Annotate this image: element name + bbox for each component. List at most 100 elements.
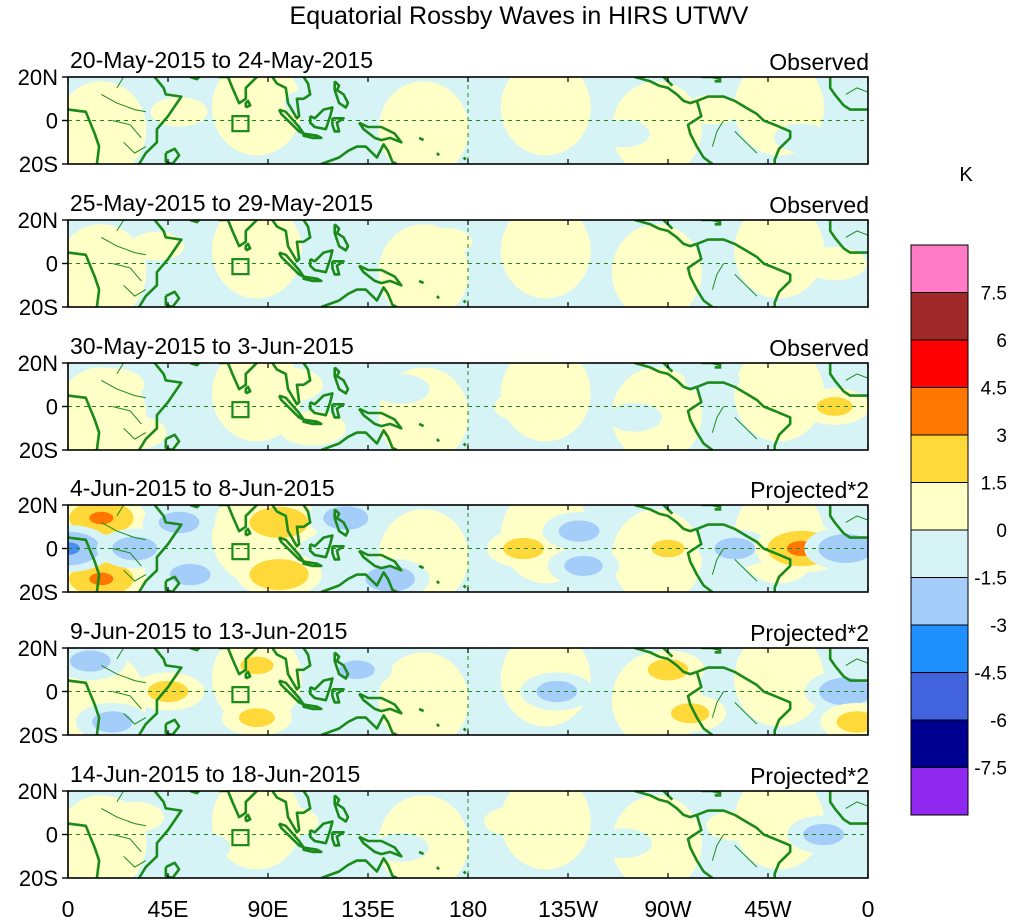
lat-label-20s: 20S [19,438,58,463]
coastline [164,290,181,307]
coastline [435,295,441,300]
anomaly-contour [249,559,309,591]
country-border [116,791,125,803]
coastline [418,279,425,285]
panel-kind-label: Projected*2 [750,477,869,503]
coastline [358,692,403,715]
colorbar-swatch [910,387,969,436]
cb-label-6: 6 [996,331,1007,352]
coastline [435,580,441,585]
coastline [244,670,252,680]
country-border [112,834,142,853]
anomaly-contour [484,806,541,837]
country-border [101,664,146,684]
coastline [68,108,101,164]
anomaly-contour [516,259,576,290]
coastline [358,835,403,858]
panel-date-range: 25-May-2015 to 29-May-2015 [70,190,373,216]
coastline [244,99,252,109]
country-border [123,141,147,154]
country-border [112,548,142,567]
coastline [331,403,345,419]
anomaly-contour [671,703,710,724]
coastline [68,822,101,878]
country-border [845,373,868,381]
anomaly-contour [647,659,689,681]
cb-label-3: 3 [996,426,1007,447]
coastline [686,386,714,450]
coastline [435,866,441,871]
coastline [358,121,403,144]
coastline [164,147,181,164]
cb-label-0: 0 [996,521,1007,542]
anomaly-contour [68,542,81,555]
coastline [277,394,305,421]
coastline [320,429,398,450]
anomaly-band [734,648,825,727]
anomaly-contour [836,711,868,733]
anomaly-contour [373,374,430,404]
country-border [711,691,725,718]
coastline [418,850,425,856]
country-border [101,379,146,399]
lat-label-20n: 20N [18,493,58,518]
colorbar-swatch [910,482,969,531]
coastline [164,718,181,735]
coastline [358,264,403,287]
coastline [308,249,334,274]
coastline [302,846,323,854]
coastlines [68,505,868,592]
coastline [164,575,181,592]
lat-label-0: 0 [46,109,58,134]
coastline [828,77,868,111]
region-box [231,543,250,561]
coastline [828,505,868,539]
lat-label-0: 0 [46,252,58,277]
lon-label-90e: 90E [248,896,289,922]
coastline [137,220,183,307]
panel-date-range: 20-May-2015 to 24-May-2015 [70,47,373,73]
coastline [137,791,183,878]
panel-kind-label: Projected*2 [750,763,869,789]
anomaly-contour [89,511,114,525]
panel-date-range: 9-Jun-2015 to 13-Jun-2015 [70,618,347,644]
country-border [116,363,125,375]
anomaly-contour [374,833,429,862]
coastline [696,381,792,450]
lat-label-0: 0 [46,537,58,562]
country-border [112,691,142,710]
coastline [68,679,101,735]
coastline [137,648,183,735]
anomaly-contour [169,563,211,586]
coastline [333,366,350,395]
region-box [231,401,250,419]
coastline [634,791,698,819]
anomaly-band [68,81,147,164]
coastline [701,648,722,652]
coastline [462,299,467,304]
anomaly-contour [147,680,189,703]
cb-label-7-5: 7.5 [981,284,1007,305]
coastline [320,143,398,164]
lon-label-360: 0 [862,896,875,922]
country-border [116,505,125,517]
coastline [308,820,334,845]
panel-kind-label: Observed [769,192,869,218]
coastlines [68,791,868,878]
anomaly-contour [564,555,603,576]
coastline [634,220,698,248]
coastline [271,791,312,834]
coastline [641,505,674,515]
coastline [696,95,792,164]
anomaly-contour [685,366,740,395]
country-border [845,87,868,95]
colorbar-swatch [910,577,969,626]
colorbar-swatch [910,719,969,768]
coastline [137,363,183,450]
cb-label-1-5: 1.5 [981,474,1007,495]
coastline [331,688,345,704]
anomaly-contour [595,828,652,859]
anomaly-contour [706,810,763,841]
lat-label-0: 0 [46,823,58,848]
